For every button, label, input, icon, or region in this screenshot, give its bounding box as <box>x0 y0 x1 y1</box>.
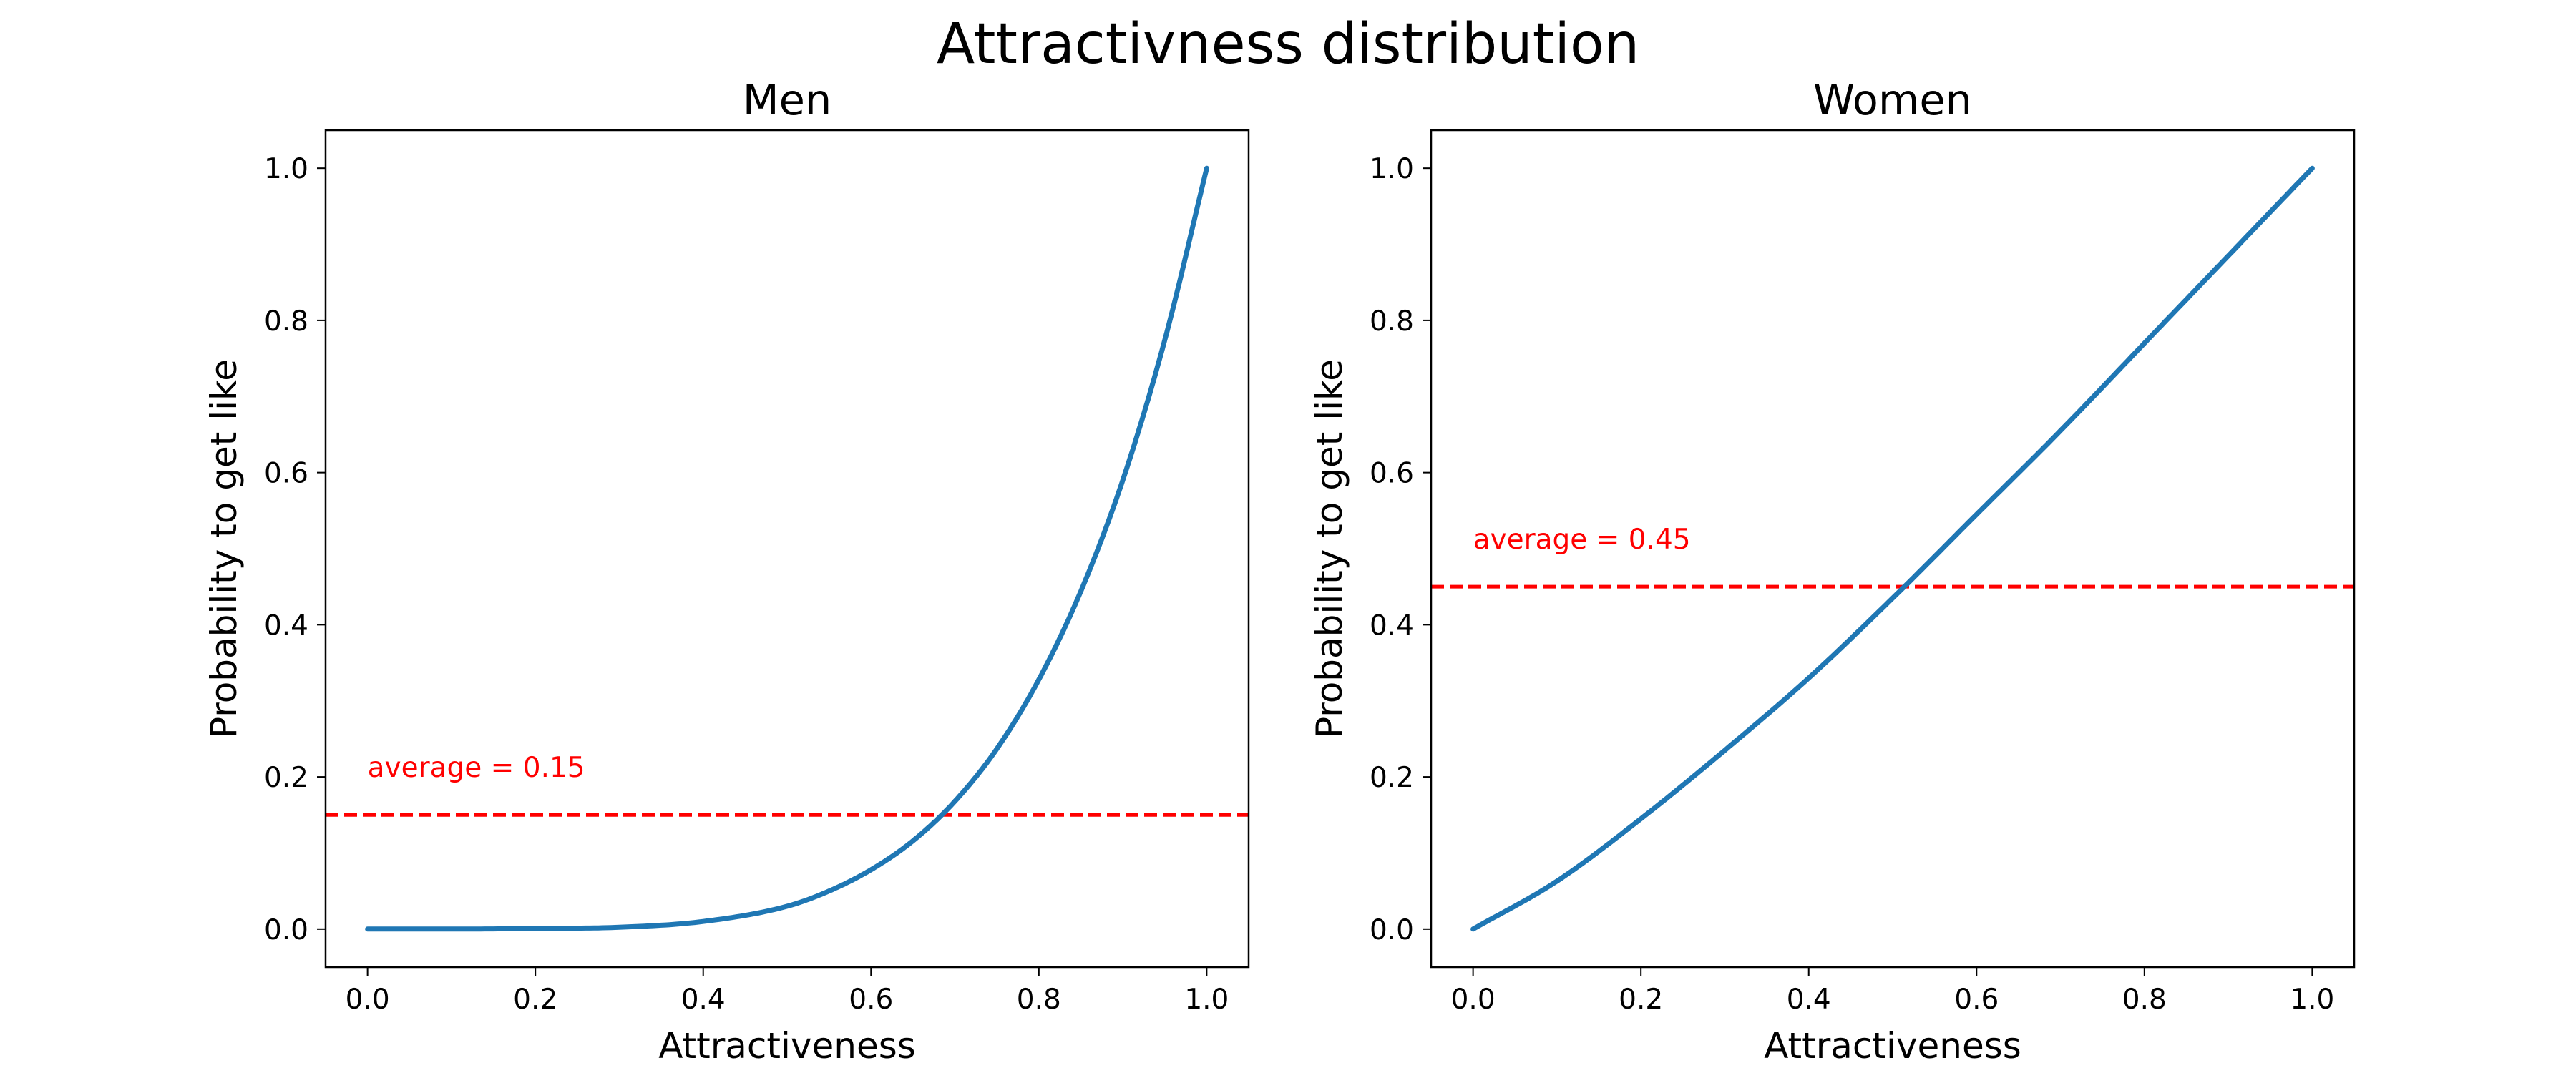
women-axes-frame <box>1430 129 2356 969</box>
women-average-label: average = 0.45 <box>1473 524 1691 556</box>
women-x-tick-label: 0.4 <box>1787 984 1831 1016</box>
women-x-tick-label: 0.0 <box>1451 984 1496 1016</box>
women-y-tick-label: 0.8 <box>1370 305 1414 338</box>
women-y-tick-label: 0.6 <box>1370 458 1414 490</box>
women-series-line <box>1470 165 2315 932</box>
men-x-tick-label: 0.8 <box>1017 984 1061 1016</box>
men-x-tick-label: 0.4 <box>681 984 726 1016</box>
men-series-line <box>365 165 1209 932</box>
women-y-tick-label: 0.2 <box>1370 762 1414 794</box>
men-y-tick-label: 0.2 <box>264 762 308 794</box>
women-x-tick-label: 0.8 <box>2122 984 2167 1016</box>
men-y-axis-label: Probability to get like <box>203 359 245 738</box>
men-x-tick-label: 1.0 <box>1184 984 1229 1016</box>
chart-men: 0.0 0.2 0.4 0.6 0.8 1.0 0.0 0.2 0.4 0.6 0.8 1.0 aver… <box>203 75 1250 1067</box>
women-x-tick-label: 1.0 <box>2290 984 2334 1016</box>
women-chart-title: Women <box>1813 75 1972 124</box>
men-y-tick-label: 0.4 <box>264 609 308 642</box>
women-x-axis-label: Attractiveness <box>1764 1025 2021 1067</box>
men-x-tick-label: 0.0 <box>346 984 390 1016</box>
women-x-tick-label: 0.2 <box>1619 984 1663 1016</box>
men-y-tick-label: 1.0 <box>264 153 308 185</box>
women-y-tick-label: 0.0 <box>1370 914 1414 946</box>
men-average-label: average = 0.15 <box>368 752 585 784</box>
men-chart-title: Men <box>743 75 832 124</box>
women-y-tick-label: 1.0 <box>1370 153 1414 185</box>
women-y-tick-label: 0.4 <box>1370 609 1414 642</box>
men-y-tick-label: 0.8 <box>264 305 308 338</box>
men-y-tick-label: 0.0 <box>264 914 308 946</box>
women-y-axis-label: Probability to get like <box>1309 359 1350 738</box>
men-x-axis-label: Attractiveness <box>658 1025 916 1067</box>
chart-women: 0.0 0.2 0.4 0.6 0.8 1.0 0.0 0.2 0.4 0.6 0.8 1.0 aver… <box>1309 75 2356 1067</box>
men-x-tick-label: 0.6 <box>849 984 893 1016</box>
men-x-tick-label: 0.2 <box>513 984 557 1016</box>
men-axes-frame <box>324 129 1250 969</box>
men-y-tick-label: 0.6 <box>264 458 308 490</box>
figure-title: Attractivness distribution <box>937 12 1639 77</box>
women-x-tick-label: 0.6 <box>1954 984 1999 1016</box>
